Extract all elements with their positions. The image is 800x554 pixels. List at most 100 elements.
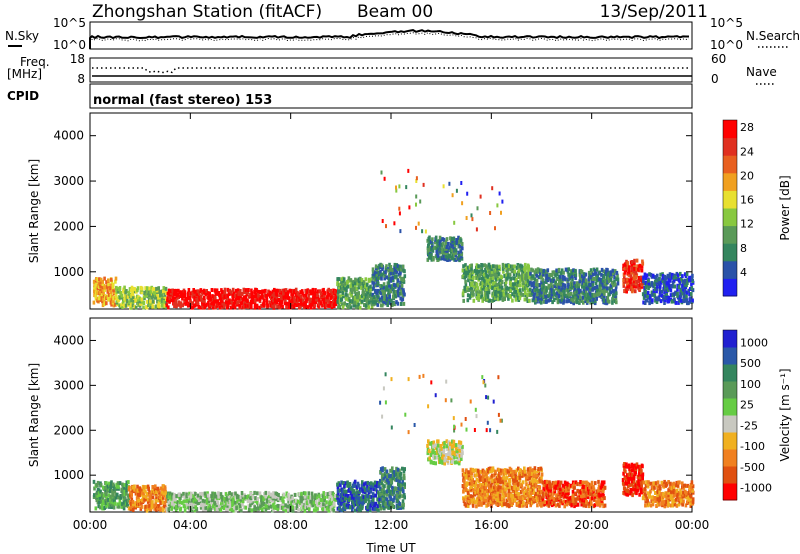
data-cell [592,279,595,284]
data-cell [502,483,505,488]
data-cell [486,277,489,281]
data-cell [561,483,565,488]
data-cell [171,505,174,510]
data-cell [272,491,275,496]
data-cell [644,292,647,297]
data-cell [474,473,477,478]
data-cell [461,291,465,296]
data-cell [185,299,189,304]
data-cell [132,298,135,303]
data-cell [220,305,224,310]
data-cell [144,485,147,490]
data-cell [339,495,342,499]
data-cell [481,281,485,286]
data-cell [129,288,133,293]
data-cell [131,499,135,504]
data-cell [341,281,344,286]
data-cell [372,487,375,492]
data-cell [476,286,479,291]
data-cell [552,289,556,294]
data-cell [526,493,530,498]
data-cell [462,264,465,269]
data-cell [347,305,350,309]
data-cell [475,275,479,280]
data-cell [569,483,573,488]
data-cell [253,305,257,310]
data-cell [368,508,372,513]
data-cell [571,274,574,279]
data-cell [534,478,538,483]
data-cell [230,299,234,304]
data-cell [185,492,188,497]
data-cell [210,301,213,306]
data-cell [146,299,149,304]
data-cell [244,494,247,499]
data-cell [595,274,598,279]
data-cell [520,500,524,504]
data-cell [508,477,512,482]
data-cell [401,494,404,499]
data-cell [322,491,325,496]
data-cell [116,502,120,507]
data-cell [175,288,178,293]
data-cell [293,301,297,306]
data-cell [374,487,378,492]
data-cell [266,292,270,297]
data-cell [190,491,193,496]
data-cell [446,256,450,260]
data-cell [502,498,506,503]
data-cell [461,451,464,456]
data-cell [579,295,582,300]
data-cell [689,287,692,291]
data-cell [530,291,534,295]
data-cell [524,266,527,271]
data-cell [300,502,304,507]
data-cell [438,241,442,246]
data-cell [434,445,438,450]
data-cell [502,479,505,484]
data-cell [648,272,651,277]
data-cell [166,291,170,296]
data-cell [455,241,459,246]
data-cell [154,484,157,489]
data-cell [482,277,486,282]
data-cell [458,440,461,445]
data-cell [392,289,396,294]
data-cell [336,289,340,294]
data-cell [669,275,672,280]
data-cell [240,491,244,495]
data-cell [480,290,483,295]
data-cell [144,489,147,494]
data-cell [374,493,377,498]
data-cell [442,444,446,449]
data-cell [461,268,465,273]
data-cell [170,298,173,303]
data-cell [448,245,451,250]
data-cell [494,226,496,231]
data-cell [437,243,440,248]
data-cell [496,268,499,273]
data-cell [343,502,346,507]
colorbar-swatch [723,190,737,209]
data-cell [491,478,494,483]
data-cell [475,296,479,301]
data-cell [183,504,186,509]
data-cell [250,291,254,296]
data-cell [387,505,390,510]
data-cell [112,482,115,487]
data-cell [508,272,512,277]
data-cell [383,467,387,472]
data-cell [630,284,633,289]
data-cell [633,267,636,271]
data-cell [545,286,549,291]
data-cell [558,483,562,488]
data-cell [341,489,345,494]
data-cell [138,493,141,498]
data-cell [681,282,685,287]
data-cell [246,499,250,504]
data-cell [227,301,230,306]
data-cell [181,293,184,298]
data-cell [321,498,325,503]
data-cell [472,483,476,487]
data-cell [346,284,350,289]
